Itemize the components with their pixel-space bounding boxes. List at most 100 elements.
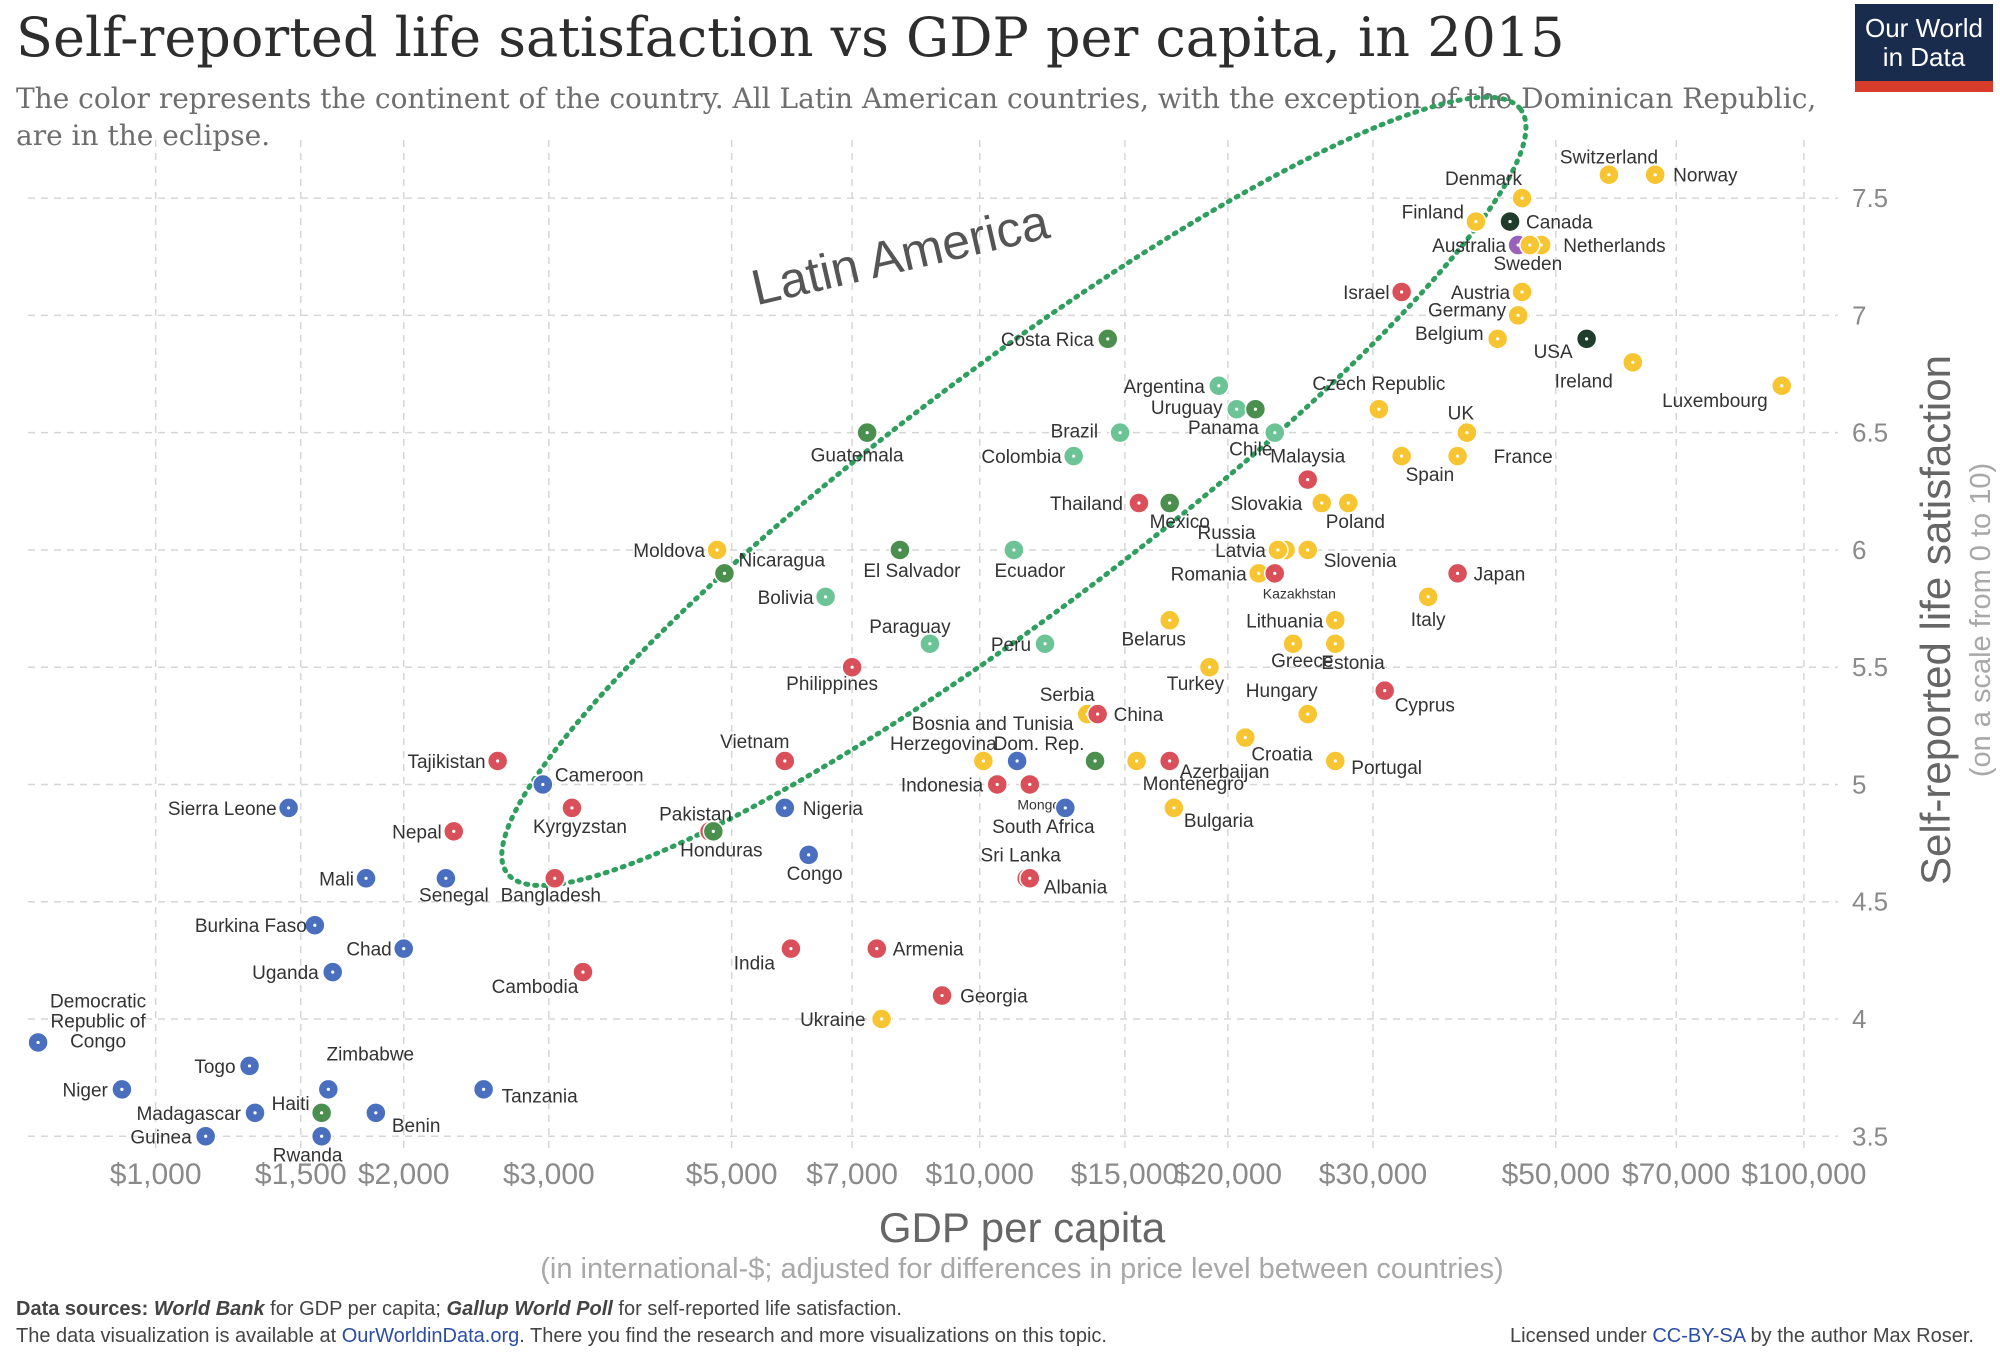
chart-title: Self-reported life satisfaction vs GDP p… (16, 6, 1565, 69)
label-uruguay: Uruguay (1151, 398, 1223, 419)
x-tick-label: $30,000 (1319, 1158, 1427, 1191)
point-center-dot (1291, 642, 1295, 646)
point-center-dot (715, 548, 719, 552)
x-tick-label: $7,000 (806, 1158, 898, 1191)
point-center-dot (1028, 876, 1032, 880)
license-link[interactable]: CC-BY-SA (1652, 1325, 1745, 1347)
label-ukraine: Ukraine (800, 1010, 865, 1031)
point-center-dot (452, 829, 456, 833)
label-cameroon: Cameroon (555, 765, 644, 786)
label-panama: Panama (1188, 418, 1259, 439)
owid-logo[interactable]: Our World in Data (1855, 4, 1993, 92)
label-ireland: Ireland (1555, 371, 1613, 392)
y-tick-label: 6.5 (1852, 418, 1888, 448)
point-center-dot (783, 806, 787, 810)
label-nepal: Nepal (392, 822, 442, 843)
label-ecuador: Ecuador (994, 561, 1065, 582)
point-center-dot (1015, 759, 1019, 763)
license-post: by the author Max Roser. (1744, 1325, 1974, 1347)
point-center-dot (1306, 477, 1310, 482)
point-center-dot (1455, 571, 1460, 575)
label-brazil: Brazil (1051, 422, 1099, 443)
label-rwanda: Rwanda (273, 1145, 343, 1166)
label-herzegovina: Herzegovina (890, 734, 997, 755)
point-center-dot (1118, 431, 1122, 435)
point-center-dot (1235, 407, 1239, 411)
x-tick-label: $2,000 (358, 1158, 450, 1191)
label-croatia: Croatia (1251, 745, 1313, 766)
point-center-dot (313, 923, 317, 927)
point-center-dot (940, 993, 944, 998)
owid-link[interactable]: OurWorldinData.org (341, 1325, 520, 1347)
x-axis-subtitle: (in international-$; adjusted for differ… (540, 1253, 1503, 1285)
point-center-dot (402, 947, 406, 951)
label-netherlands: Netherlands (1563, 236, 1665, 257)
label-honduras: Honduras (680, 840, 762, 861)
point-center-dot (1168, 759, 1172, 763)
label-cyprus: Cyprus (1395, 696, 1455, 717)
point-center-dot (1516, 313, 1520, 318)
label-poland: Poland (1326, 512, 1385, 533)
availability-text: The data visualization is available at (16, 1325, 342, 1347)
label-el-salvador: El Salvador (863, 561, 961, 582)
label-canada: Canada (1526, 213, 1593, 234)
point-center-dot (1400, 454, 1404, 458)
source-1-rest: for GDP per capita; (264, 1298, 447, 1320)
point-center-dot (1276, 548, 1280, 552)
label-sweden: Sweden (1493, 254, 1562, 275)
point-center-dot (1400, 290, 1404, 294)
y-tick-label: 7.5 (1852, 183, 1888, 213)
point-center-dot (331, 970, 335, 974)
point-center-dot (1496, 337, 1500, 341)
label-malaysia: Malaysia (1270, 447, 1345, 468)
point-center-dot (1346, 501, 1350, 505)
latin-america-label: Latin America (746, 193, 1054, 316)
label-indonesia: Indonesia (901, 775, 984, 796)
point-center-dot (482, 1087, 486, 1091)
point-center-dot (320, 1111, 324, 1115)
point-center-dot (247, 1064, 252, 1068)
label-uk: UK (1448, 404, 1475, 425)
label-georgia: Georgia (960, 987, 1028, 1008)
point-center-dot (1516, 243, 1520, 247)
label-china: China (1114, 705, 1164, 726)
point-center-dot (1508, 219, 1512, 224)
label-belgium: Belgium (1415, 324, 1484, 345)
label-chile: Chile (1229, 440, 1272, 461)
label-guinea: Guinea (130, 1127, 192, 1148)
point-center-dot (1780, 384, 1784, 388)
point-center-dot (928, 642, 932, 646)
label-slovakia: Slovakia (1230, 494, 1302, 515)
point-center-dot (1217, 384, 1221, 388)
point-center-dot (1383, 689, 1387, 693)
label-italy: Italy (1411, 610, 1446, 631)
footer-sources: Data sources: World Bank for GDP per cap… (16, 1298, 902, 1321)
label-montenegro: Montenegro (1143, 774, 1244, 795)
label-russia: Russia (1197, 523, 1256, 544)
label-mexico: Mexico (1150, 512, 1210, 533)
label-bolivia: Bolivia (758, 588, 814, 609)
point-center-dot (850, 665, 854, 669)
x-tick-label: $70,000 (1622, 1158, 1730, 1191)
x-tick-label: $100,000 (1741, 1158, 1866, 1191)
label-denmark: Denmark (1445, 169, 1523, 190)
sources-label: Data sources: (16, 1298, 149, 1320)
label-chad: Chad (346, 940, 391, 961)
point-center-dot (364, 876, 368, 880)
label-sri-lanka: Sri Lanka (981, 845, 1062, 866)
label-norway: Norway (1673, 166, 1738, 187)
label-bosnia-and: Bosnia and (912, 714, 1007, 735)
point-center-dot (326, 1087, 330, 1091)
label-finland: Finland (1402, 203, 1464, 224)
logo-line2: in Data (1882, 42, 1966, 72)
label-austria: Austria (1451, 283, 1511, 304)
y-axis-subtitle: (on a scale from 0 to 10) (1965, 463, 1997, 777)
label-pakistan: Pakistan (659, 804, 732, 825)
point-center-dot (1028, 782, 1032, 787)
y-tick-label: 5.5 (1852, 652, 1888, 682)
point-center-dot (374, 1111, 378, 1115)
point-center-dot (1043, 642, 1047, 646)
label-peru: Peru (991, 635, 1031, 656)
source-gallup: Gallup World Poll (446, 1298, 613, 1320)
label-sierra-leone: Sierra Leone (168, 799, 277, 820)
